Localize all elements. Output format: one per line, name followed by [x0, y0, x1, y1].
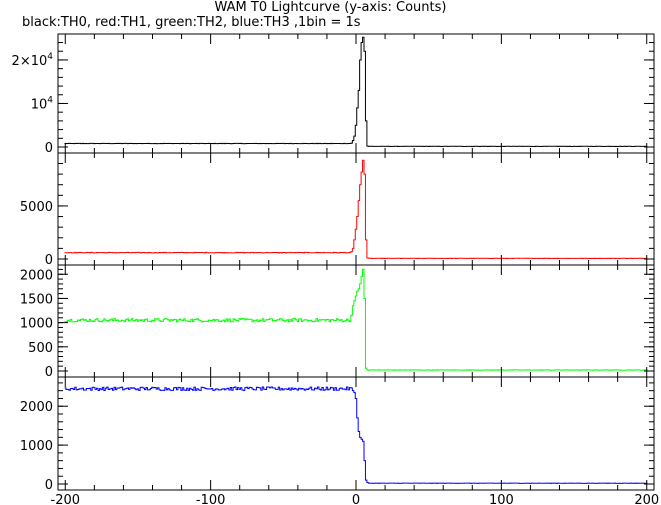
y-tick-label: 2000	[20, 268, 53, 283]
y-tick-label: 0	[45, 365, 53, 380]
y-tick-label: 104	[31, 95, 54, 112]
panel-frame-th0	[57, 33, 655, 154]
series-line-th1	[64, 159, 648, 259]
y-tick-label: 0	[45, 253, 53, 268]
y-tick-label: 0	[45, 478, 53, 493]
y-tick-label: 500	[28, 341, 53, 356]
series-line-th2	[64, 268, 648, 371]
series-line-th0	[64, 36, 648, 147]
panel-frame-th1	[57, 152, 655, 266]
y-tick-label: 1000	[20, 317, 53, 332]
y-tick-label: 2×104	[12, 52, 54, 69]
x-tick-label: 200	[634, 493, 659, 505]
x-tick-label: 0	[352, 493, 360, 505]
chart-title: WAM T0 Lightcurve (y-axis: Counts)	[214, 0, 447, 15]
x-tick-label: -200	[51, 493, 81, 505]
y-tick-label: 5000	[20, 200, 53, 215]
x-tick-label: -100	[196, 493, 226, 505]
y-tick-label: 0	[45, 141, 53, 156]
y-tick-label: 2000	[20, 400, 53, 415]
series-line-th3	[64, 386, 648, 484]
y-tick-label: 1000	[20, 439, 53, 454]
panel-frame-th3	[57, 376, 655, 491]
x-tick-label: 100	[489, 493, 514, 505]
y-tick-label: 1500	[20, 292, 53, 307]
chart-subtitle: black:TH0, red:TH1, green:TH2, blue:TH3 …	[22, 15, 361, 30]
